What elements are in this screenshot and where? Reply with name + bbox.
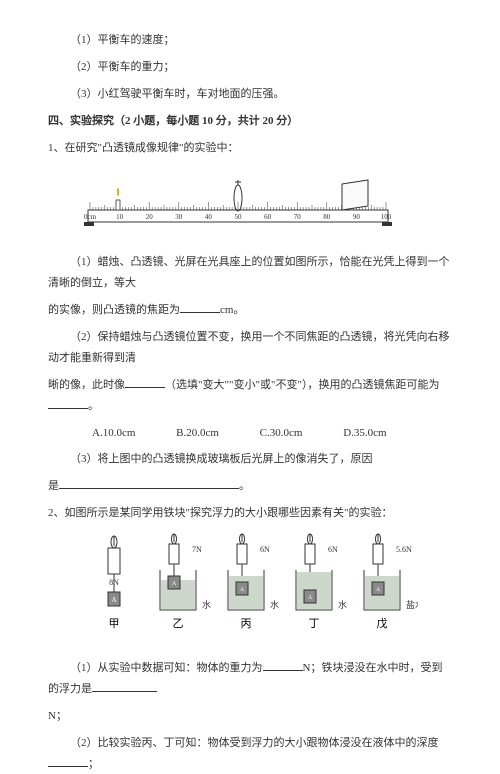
svg-text:30: 30 [175,213,183,221]
svg-text:盐水: 盐水 [406,599,418,610]
q1-sub1-line2: 的实像，则凸透镜的焦距为 cm。 [48,300,452,321]
label-0: 甲 [109,618,120,630]
svg-text:5.6N: 5.6N [396,545,412,554]
blank-weight [263,659,303,671]
q1-sub3-a: （3）将上图中的凸透镜换成玻璃板后光屏上的像消失了，原因 [48,449,452,470]
opt-c: C.30.0cm [238,423,303,444]
q1-3: （3）小红驾驶平衡车时，车对地面的压强。 [48,84,452,105]
q2-sub1-unit: N； [48,706,452,727]
svg-text:乙: 乙 [173,617,184,630]
blank-focal2 [48,397,88,409]
svg-text:70: 70 [294,213,302,221]
svg-text:7N: 7N [192,545,202,554]
opt-d: D.35.0cm [321,423,386,444]
svg-text:40: 40 [205,213,213,221]
svg-text:水: 水 [338,599,347,610]
option-row: A.10.0cm B.20.0cm C.30.0cm D.35.0cm [48,423,452,444]
svg-text:10: 10 [116,213,124,221]
svg-text:0cm: 0cm [84,213,97,221]
q1-2: （2）平衡车的重力； [48,57,452,78]
q1-sub2-a: （2）保持蜡烛与凸透镜位置不变，换用一个不同焦距的凸透镜，将光凭向右移动才能重新… [48,327,452,369]
q1-sub3-line2: 是。 [48,476,452,497]
q1-sub2-d: 。 [88,400,99,412]
q1-sub3-c: 。 [239,480,250,492]
svg-text:90: 90 [353,213,361,221]
blank-depth [48,755,88,767]
svg-text:丙: 丙 [241,618,252,630]
q2-sub2-line: （2）比较实验丙、丁可知：物体受到浮力的大小跟物体浸没在液体中的深度 ； [48,733,452,774]
svg-text:A: A [111,596,116,604]
fig-buoyancy: 8N A 甲 7N A 水 乙 6N A [88,532,452,650]
blank-focal [180,301,220,313]
svg-text:A: A [172,581,177,587]
svg-text:水: 水 [202,599,211,610]
svg-text:6N: 6N [260,545,270,554]
q2-intro: 2、如图所示是某同学用铁块"探究浮力的大小跟哪些因素有关"的实验： [48,503,452,524]
svg-text:50: 50 [235,213,243,221]
q1-sub2-line2: 晰的像，此时像 （选填"变大""变小"或"不变"），换用的凸透镜焦距可能为。 [48,375,452,417]
q1-sub1-a: （1）蜡烛、凸透镜、光屏在光具座上的位置如图所示，恰能在光凭上得到一个清晰的倒立… [48,252,452,294]
svg-text:A: A [376,587,381,593]
fig-optical-bench: 0cm 10 20 30 40 50 60 70 80 90 100 [78,166,452,244]
svg-text:戊: 戊 [377,617,388,630]
svg-text:6N: 6N [328,545,338,554]
svg-text:100: 100 [381,213,392,221]
svg-text:水: 水 [270,599,279,610]
q1-sub1-b: 的实像，则凸透镜的焦距为 [48,304,180,316]
svg-text:A: A [308,595,313,601]
q1-sub2-c: （选填"变大""变小"或"不变"），换用的凸透镜焦距可能为 [165,379,439,391]
q1-sub2-b: 晰的像，此时像 [48,379,125,391]
blank-image-change [125,376,165,388]
opt-b: B.20.0cm [154,423,219,444]
q2-sub2-b: ； [88,758,99,770]
svg-text:丁: 丁 [309,618,320,630]
q1-intro: 1、在研究"凸透镜成像规律"的实验中： [48,138,452,159]
q1-1: （1）平衡车的速度； [48,30,452,51]
q2-sub1-a: （1）从实验中数据可知：物体的重力为 [70,662,263,674]
q1-sub1-c: cm。 [220,304,244,316]
blank-buoyancy [92,680,157,692]
q1-sub3-b: 是 [48,480,59,492]
svg-text:A: A [240,587,245,593]
svg-text:20: 20 [146,213,154,221]
opt-a: A.10.0cm [70,423,135,444]
blank-reason [59,477,239,489]
section-4-title: 四、实验探究（2 小题，每小题 10 分，共计 20 分） [48,111,452,132]
svg-text:80: 80 [323,213,331,221]
q2-sub1-line: （1）从实验中数据可知：物体的重力为N；铁块浸没在水中时，受到的浮力是 [48,658,452,700]
svg-text:60: 60 [264,213,272,221]
q2-sub2-a: （2）比较实验丙、丁可知：物体受到浮力的大小跟物体浸没在液体中的深度 [70,737,439,749]
